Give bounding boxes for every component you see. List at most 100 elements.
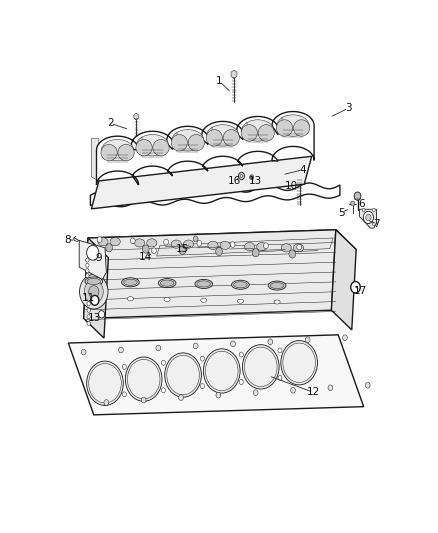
Circle shape [278, 348, 282, 353]
Ellipse shape [91, 296, 97, 300]
Circle shape [161, 388, 166, 393]
Ellipse shape [207, 125, 239, 146]
Ellipse shape [293, 244, 304, 252]
Ellipse shape [160, 280, 174, 286]
Circle shape [244, 347, 277, 386]
Ellipse shape [258, 125, 274, 141]
Circle shape [291, 387, 295, 393]
Polygon shape [332, 230, 356, 330]
Circle shape [156, 345, 161, 351]
Text: 12: 12 [307, 387, 320, 397]
Circle shape [87, 321, 90, 325]
Circle shape [81, 349, 86, 355]
Ellipse shape [208, 241, 218, 249]
Circle shape [365, 383, 370, 388]
Circle shape [283, 343, 315, 383]
Circle shape [230, 241, 235, 247]
Circle shape [252, 248, 259, 257]
Ellipse shape [171, 240, 181, 248]
Ellipse shape [206, 130, 223, 146]
Circle shape [200, 356, 205, 361]
Circle shape [253, 390, 258, 395]
Text: 17: 17 [353, 286, 367, 295]
Polygon shape [92, 139, 99, 181]
Circle shape [239, 379, 244, 384]
Ellipse shape [134, 239, 145, 247]
Circle shape [239, 352, 244, 357]
Circle shape [86, 263, 89, 268]
Circle shape [200, 384, 205, 389]
Ellipse shape [223, 130, 240, 146]
Circle shape [86, 258, 89, 262]
Polygon shape [156, 238, 333, 256]
Ellipse shape [277, 115, 309, 136]
Circle shape [240, 174, 243, 177]
Ellipse shape [220, 241, 230, 249]
Circle shape [230, 341, 235, 347]
Text: 9: 9 [95, 253, 102, 263]
Polygon shape [231, 70, 237, 78]
Text: 11: 11 [81, 293, 95, 303]
Circle shape [372, 208, 375, 212]
Circle shape [84, 280, 103, 303]
Polygon shape [92, 156, 312, 209]
Circle shape [278, 375, 282, 381]
Circle shape [205, 351, 238, 391]
Ellipse shape [233, 281, 247, 288]
Circle shape [238, 172, 244, 180]
Circle shape [97, 237, 102, 243]
Circle shape [363, 211, 374, 224]
Circle shape [193, 343, 198, 349]
Circle shape [366, 214, 371, 221]
Ellipse shape [87, 278, 101, 285]
Circle shape [131, 238, 135, 244]
Circle shape [362, 208, 365, 212]
Circle shape [305, 337, 310, 343]
Circle shape [88, 286, 99, 298]
Text: 5: 5 [338, 207, 345, 217]
Text: 7: 7 [373, 219, 380, 229]
Circle shape [87, 302, 90, 306]
Circle shape [351, 201, 355, 206]
Ellipse shape [257, 243, 267, 251]
Circle shape [86, 269, 89, 272]
Polygon shape [68, 335, 364, 415]
Ellipse shape [122, 278, 139, 287]
Ellipse shape [281, 244, 291, 252]
Polygon shape [84, 238, 108, 338]
Text: 4: 4 [299, 165, 306, 175]
Circle shape [354, 192, 361, 200]
Circle shape [91, 295, 99, 305]
Ellipse shape [118, 144, 134, 161]
Ellipse shape [237, 299, 244, 303]
Ellipse shape [153, 140, 169, 156]
Text: 6: 6 [359, 199, 365, 209]
Circle shape [125, 357, 162, 401]
Ellipse shape [136, 140, 152, 156]
Circle shape [351, 281, 360, 293]
Ellipse shape [110, 238, 120, 246]
Circle shape [281, 341, 318, 385]
Ellipse shape [171, 134, 187, 151]
Ellipse shape [268, 281, 286, 290]
Text: 13: 13 [249, 175, 262, 185]
Circle shape [268, 339, 273, 345]
Text: 16: 16 [228, 175, 241, 185]
Text: 15: 15 [175, 245, 189, 254]
Polygon shape [84, 230, 336, 318]
Ellipse shape [127, 297, 134, 301]
Circle shape [80, 274, 108, 309]
Circle shape [289, 250, 296, 258]
Text: 13: 13 [88, 313, 102, 324]
Polygon shape [360, 209, 377, 228]
Ellipse shape [242, 120, 274, 141]
Ellipse shape [172, 130, 204, 151]
Circle shape [86, 273, 89, 278]
Text: 3: 3 [345, 103, 352, 114]
Circle shape [167, 356, 199, 395]
Text: 1: 1 [216, 76, 223, 86]
Polygon shape [79, 240, 106, 279]
Ellipse shape [201, 298, 207, 302]
Circle shape [243, 345, 279, 389]
Polygon shape [90, 183, 340, 207]
